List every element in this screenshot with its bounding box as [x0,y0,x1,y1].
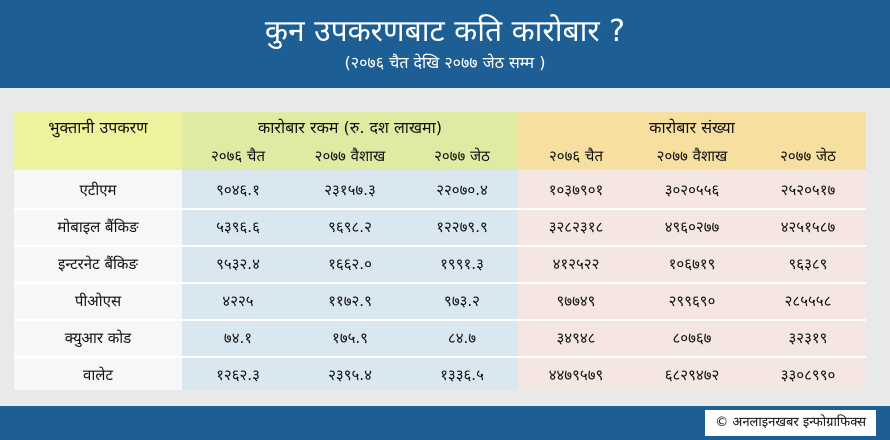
instrument-column-background [14,170,182,390]
row-divider [14,282,866,284]
amount-period-header: २०७७ वैशाख [314,147,386,165]
amount-cell: १७५.९ [332,329,368,347]
count-cell: ३३०८९९० [780,366,836,384]
row-divider [14,319,866,321]
amount-cell: ९०४६.१ [216,181,260,199]
count-period-header: २०७७ जेठ [780,147,836,165]
amount-group-header: कारोबार रकम (रु. दश लाखमा) [258,118,442,137]
count-cell: २९९६९० [668,292,716,310]
amount-cell: १६६२.० [328,255,372,273]
amount-cell: १२२७९.९ [436,218,488,236]
count-cell: ३२८२३१८ [548,218,604,236]
amount-period-header: २०७६ चैत [210,147,266,165]
count-cell: ३४९४८ [556,329,596,347]
count-cell: १०६७१९ [668,255,716,273]
amount-cell: १२६२.३ [216,366,260,384]
amount-cell: २२०७०.४ [436,181,488,199]
instrument-name: पीओएस [74,292,122,310]
count-period-header: २०७६ चैत [548,147,604,165]
count-group-header: कारोबार संख्या [649,118,735,137]
amount-cell: ९७३.२ [444,292,480,310]
count-cell: २५२०५१७ [780,181,836,199]
header-banner: कुन उपकरणबाट कति कारोबार ? (२०७६ चैत देख… [0,0,890,88]
credit-label: © अनलाइनखबर इन्फोग्राफिक्स [705,410,876,436]
count-cell: ४२५१५८७ [780,218,836,236]
count-cell: ९७७४९ [556,292,596,310]
row-divider [14,245,866,247]
count-period-header: २०७७ वैशाख [656,147,728,165]
instrument-name: मोबाइल बैंकिङ [57,218,139,236]
count-cell: ८०७६७ [672,329,712,347]
count-cell: ९६३८९ [788,255,828,273]
instrument-name: वालेट [83,366,113,384]
amount-cell: ९५३२.४ [216,255,260,273]
amount-cell: ४२२५ [222,292,254,310]
amount-cell: ७४.१ [223,329,253,347]
count-cell: ४४७९५७९ [548,366,604,384]
page-subtitle: (२०७६ चैत देखि २०७७ जेठ सम्म ) [344,53,546,72]
count-cell: ६८२९४७२ [664,366,720,384]
amount-cell: २३१५७.३ [324,181,376,199]
amount-cell: ९६९८.२ [328,218,372,236]
count-cell: ३२३१९ [788,329,828,347]
amount-cell: ८४.७ [447,329,477,347]
amount-cell: २३९५.४ [328,366,372,384]
amount-cell: ५३९६.६ [216,218,260,236]
count-cell: २८५५५८ [784,292,832,310]
page-title: कुन उपकरणबाट कति कारोबार ? [264,14,626,49]
instrument-name: एटीएम [79,181,117,199]
count-body-background [518,170,866,390]
instrument-name: इन्टरनेट बैंकिङ [58,255,138,273]
row-header-label: भुक्तानी उपकरण [48,118,148,137]
amount-cell: ११७२.९ [328,292,372,310]
count-cell: १०३७९०१ [548,181,604,199]
amount-body-background [182,170,518,390]
count-header-background [518,112,866,170]
row-header-background [14,112,182,170]
amount-cell: १९९१.३ [440,255,484,273]
row-divider [14,356,866,358]
amount-cell: १३३६.५ [440,366,484,384]
count-cell: ४१२५२२ [552,255,600,273]
instrument-name: क्युआर कोड [64,329,132,347]
count-cell: ३०२०५५६ [664,181,720,199]
amount-period-header: २०७७ जेठ [434,147,490,165]
amount-header-background [182,112,518,170]
count-cell: ४९६०२७७ [664,218,720,236]
row-divider [14,208,866,210]
